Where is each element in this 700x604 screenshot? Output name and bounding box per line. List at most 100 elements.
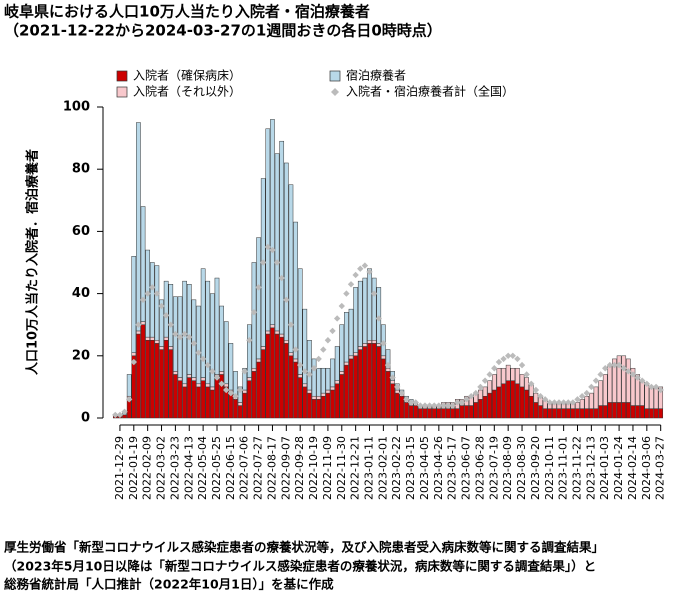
bar (575, 408, 580, 419)
bar (182, 383, 187, 388)
point (125, 396, 133, 403)
point (204, 361, 211, 369)
point (172, 330, 179, 338)
x-tick-label: 2022-09-07 (279, 436, 292, 500)
y-axis-label: 人口10万人当たり入院者．宿泊療養者 (25, 149, 41, 375)
bar (445, 408, 451, 419)
point (227, 389, 235, 397)
bar (159, 349, 164, 419)
bar (464, 405, 469, 419)
bar (519, 386, 525, 419)
x-tick-label: 2023-07-19 (487, 436, 500, 500)
bar (353, 355, 358, 419)
bar (658, 408, 664, 419)
bar (159, 346, 164, 350)
bar (390, 383, 395, 419)
point (648, 383, 655, 391)
bar (274, 330, 280, 335)
bar (579, 408, 585, 419)
bar (598, 380, 603, 406)
bar (487, 392, 493, 419)
bar (270, 119, 275, 325)
x-tick-label: 2023-08-09 (501, 436, 514, 500)
bar (644, 383, 650, 409)
bar (584, 395, 590, 409)
bar (533, 402, 539, 419)
bar (404, 402, 409, 419)
point (444, 402, 452, 409)
bar (242, 389, 248, 394)
bar (528, 395, 534, 419)
bar (325, 392, 331, 419)
point (176, 333, 184, 341)
bar (515, 367, 520, 385)
point (329, 327, 336, 335)
bar (344, 364, 349, 419)
point (504, 352, 512, 359)
x-tick-label: 2022-11-30 (335, 436, 348, 500)
point (167, 321, 174, 328)
bar (653, 386, 659, 409)
bar (413, 405, 419, 419)
x-tick-label: 2022-03-23 (168, 436, 181, 500)
bar (348, 308, 354, 357)
bar (288, 352, 294, 357)
bar (233, 399, 238, 419)
bar (251, 371, 257, 419)
point (546, 399, 553, 406)
y-tick-label: 0 (81, 411, 90, 426)
bar (510, 380, 516, 419)
bar (325, 367, 331, 391)
bar (237, 402, 243, 406)
point (421, 402, 429, 409)
bar (552, 408, 557, 419)
x-tick-label: 2023-10-11 (543, 436, 556, 500)
point (213, 374, 221, 381)
point (458, 399, 466, 406)
bar (186, 377, 192, 419)
point (634, 374, 641, 381)
bar (283, 340, 289, 344)
point (236, 386, 244, 394)
bar (140, 324, 146, 419)
bar (307, 389, 312, 394)
x-tick-label: 2023-04-05 (418, 436, 431, 500)
x-tick-label: 2023-04-26 (432, 436, 445, 500)
x-tick-label: 2022-02-09 (141, 436, 154, 500)
legend-label: 入院者・宿泊療養者計（全国） (346, 84, 514, 99)
bar (205, 386, 211, 419)
bar (505, 380, 511, 419)
bar (154, 343, 160, 419)
point (283, 296, 290, 304)
point (292, 346, 299, 353)
point (352, 271, 359, 279)
bar (136, 122, 141, 332)
point (218, 380, 225, 387)
bar (270, 327, 275, 419)
bar (630, 405, 636, 419)
bar (196, 386, 201, 419)
bar (302, 383, 308, 388)
bar (223, 321, 229, 385)
legend-label: 宿泊療養者 (346, 68, 406, 83)
bar (247, 380, 252, 419)
point (639, 377, 646, 384)
bar (293, 361, 298, 419)
point (629, 371, 637, 378)
x-tick-label: 2024-01-24 (612, 436, 625, 500)
bar (487, 380, 493, 394)
bar (163, 340, 169, 419)
bar (612, 358, 617, 403)
bar (307, 340, 312, 391)
point (338, 302, 345, 310)
x-tick-label: 2022-06-15 (224, 436, 237, 500)
x-tick-label: 2023-11-01 (557, 436, 570, 500)
bar (200, 268, 206, 378)
bar (339, 374, 345, 419)
bar (381, 358, 386, 419)
bar (168, 349, 174, 419)
bar (556, 408, 562, 419)
point (195, 349, 202, 356)
bar (593, 386, 599, 409)
point (366, 268, 373, 276)
